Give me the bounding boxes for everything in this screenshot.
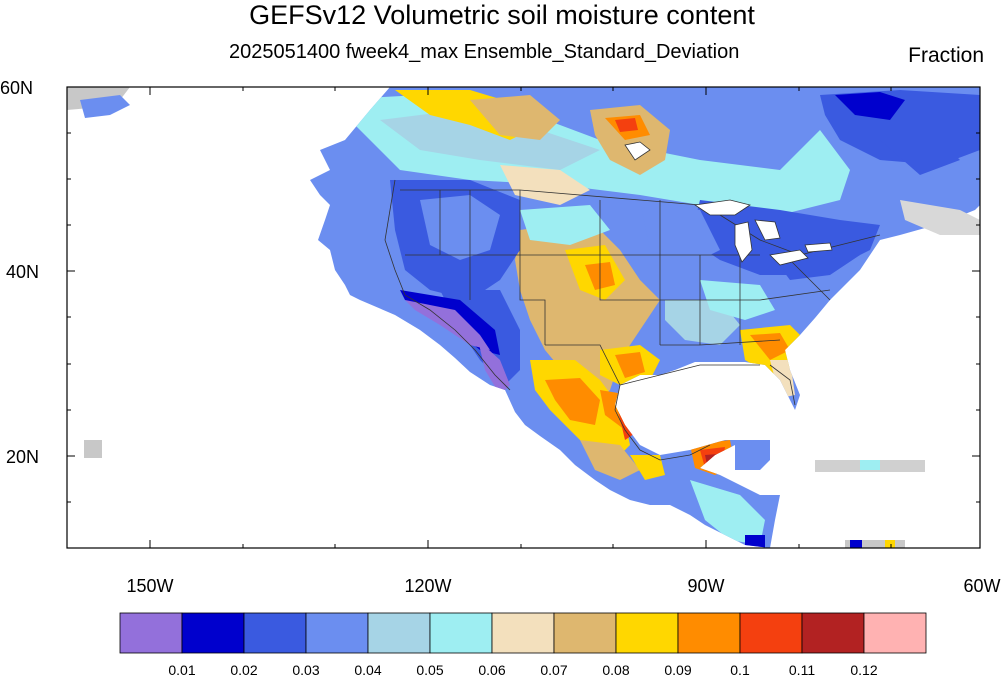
colorbar-swatch-12 bbox=[801, 612, 865, 654]
colorbar-label-5: 0.05 bbox=[416, 662, 443, 678]
colorbar-swatch-2 bbox=[181, 612, 245, 654]
colorbar-swatch-9 bbox=[615, 612, 679, 654]
colorbar-swatch-10 bbox=[677, 612, 741, 654]
colorbar-label-1: 0.01 bbox=[168, 662, 195, 678]
colorbar-swatch-4 bbox=[305, 612, 369, 654]
colorbar-swatch-13 bbox=[863, 612, 927, 654]
colorbar-swatch-11 bbox=[739, 612, 803, 654]
colorbar-label-9: 0.09 bbox=[664, 662, 691, 678]
colorbar-label-12: 0.12 bbox=[850, 662, 877, 678]
map-title: GEFSv12 Volumetric soil moisture content bbox=[249, 0, 755, 30]
colorbar: 0.01 0.02 0.03 0.04 0.05 0.06 0.07 0.08 0.09 0.1 0… bbox=[119, 612, 927, 678]
colorbar-swatch-5 bbox=[367, 612, 431, 654]
colorbar-label-10: 0.1 bbox=[730, 662, 750, 678]
lat-label-40n: 40N bbox=[6, 262, 39, 282]
colorbar-label-8: 0.08 bbox=[602, 662, 629, 678]
colorbar-label-7: 0.07 bbox=[540, 662, 567, 678]
lon-label-60w: 60W bbox=[963, 576, 1000, 596]
colorbar-swatch-7 bbox=[491, 612, 555, 654]
colorbar-label-11: 0.11 bbox=[789, 662, 815, 678]
colorbar-label-2: 0.02 bbox=[230, 662, 257, 678]
colorbar-swatch-1 bbox=[119, 612, 183, 654]
colorbar-label-3: 0.03 bbox=[292, 662, 319, 678]
axis-ticks bbox=[67, 86, 981, 548]
colorbar-label-6: 0.06 bbox=[478, 662, 505, 678]
lat-label-20n: 20N bbox=[6, 447, 39, 467]
moisture-field bbox=[67, 87, 980, 548]
map-subtitle: 2025051400 fweek4_max Ensemble_Standard_… bbox=[229, 41, 740, 63]
colorbar-label-4: 0.04 bbox=[354, 662, 381, 678]
colorbar-swatch-8 bbox=[553, 612, 617, 654]
lat-label-60n: 60N bbox=[0, 78, 33, 98]
lon-label-90w: 90W bbox=[687, 576, 724, 596]
lon-label-150w: 150W bbox=[126, 576, 173, 596]
colorbar-swatch-6 bbox=[429, 612, 493, 654]
colorbar-swatch-3 bbox=[243, 612, 307, 654]
units-label: Fraction bbox=[908, 44, 984, 67]
lon-label-120w: 120W bbox=[404, 576, 451, 596]
